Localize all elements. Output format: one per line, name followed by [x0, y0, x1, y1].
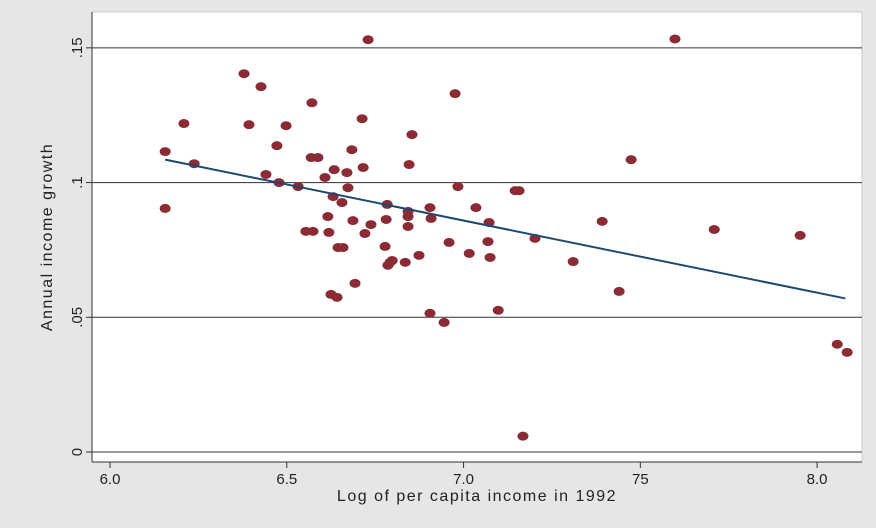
point	[323, 227, 335, 237]
point	[359, 228, 371, 238]
point	[349, 278, 361, 288]
point	[159, 147, 171, 157]
point	[425, 213, 437, 223]
point	[386, 255, 398, 265]
point	[379, 241, 391, 251]
point	[482, 237, 494, 247]
point	[399, 257, 411, 267]
point	[402, 221, 414, 231]
point	[322, 212, 334, 222]
point	[159, 203, 171, 213]
point	[178, 119, 190, 129]
x-tick-label: 75	[632, 471, 649, 488]
point	[403, 160, 415, 170]
plot-area	[91, 11, 863, 463]
point	[255, 82, 267, 92]
point	[271, 141, 283, 151]
point	[336, 198, 348, 208]
point	[613, 286, 625, 296]
point	[831, 339, 843, 349]
x-axis-title: Log of per capita income in 1992	[337, 488, 617, 505]
point	[347, 216, 359, 226]
point	[312, 153, 324, 163]
x-tick-label: 7.0	[453, 471, 474, 488]
point	[328, 165, 340, 175]
point	[438, 317, 450, 327]
point	[452, 182, 464, 192]
x-tick-label: 6.5	[276, 471, 297, 488]
point	[492, 305, 504, 315]
point	[260, 169, 272, 179]
point	[337, 243, 349, 253]
point	[357, 162, 369, 172]
point	[243, 120, 255, 130]
x-tick-label: 8.0	[807, 471, 828, 488]
point	[365, 220, 377, 230]
point	[794, 230, 806, 240]
y-axis-title: Annual income growth	[39, 143, 56, 331]
point	[708, 224, 720, 234]
point	[424, 308, 436, 318]
point	[513, 186, 525, 196]
point	[449, 89, 461, 99]
point	[280, 121, 292, 131]
point	[306, 98, 318, 108]
y-tick-label: 0	[69, 448, 86, 456]
point	[402, 212, 414, 222]
point	[424, 203, 436, 213]
point	[342, 183, 354, 193]
point	[443, 237, 455, 247]
x-tick-label: 6.0	[100, 471, 121, 488]
point	[406, 130, 418, 140]
point	[517, 431, 529, 441]
point	[841, 347, 853, 357]
point	[596, 216, 608, 226]
y-tick-label: .15	[69, 37, 86, 58]
point	[484, 252, 496, 262]
y-tick-label: .05	[69, 307, 86, 328]
point	[341, 168, 353, 178]
fit-line	[164, 158, 846, 300]
point	[307, 226, 319, 236]
point	[463, 248, 475, 258]
point	[625, 155, 637, 165]
point	[413, 250, 425, 260]
point	[470, 203, 482, 213]
point	[362, 35, 374, 45]
point	[380, 214, 392, 224]
point	[238, 69, 250, 79]
point	[319, 172, 331, 182]
point	[669, 34, 681, 44]
y-tick-label: .1	[69, 176, 86, 189]
point	[331, 292, 343, 302]
point	[356, 114, 368, 124]
point	[567, 257, 579, 267]
point	[346, 145, 358, 155]
